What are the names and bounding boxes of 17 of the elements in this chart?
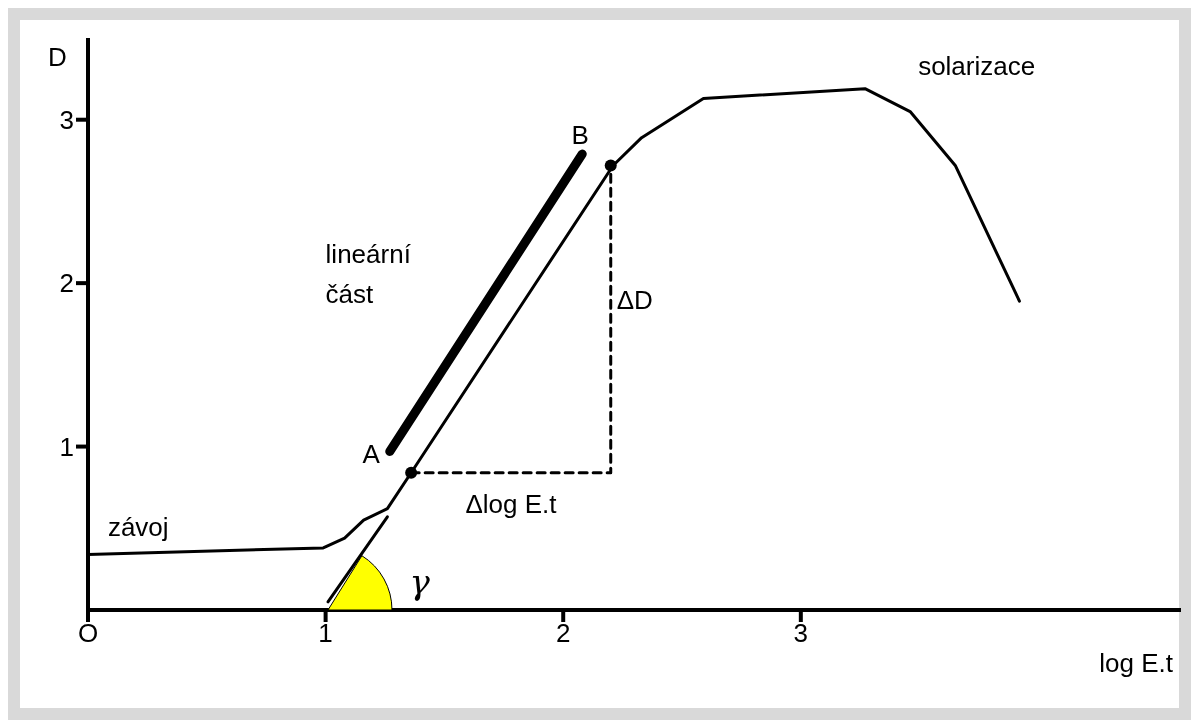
x-axis-title: log E.t (1099, 648, 1174, 678)
x-tick-label: 1 (318, 618, 333, 649)
annotation: solarizace (918, 50, 1036, 81)
x-tick-label: 3 (793, 618, 809, 649)
annotation: lineární část (325, 239, 412, 310)
annotation: závoj (107, 512, 169, 543)
annotation: Δlog E.t (465, 488, 558, 519)
x-tick-label: O (77, 618, 99, 649)
annotation: B (571, 120, 589, 151)
y-tick-label: 1 (59, 431, 74, 462)
annotation: A (362, 439, 381, 470)
y-tick-label: 2 (59, 268, 74, 299)
y-tick-label: 3 (59, 104, 74, 135)
annotation: ΔD (616, 285, 653, 316)
annotation: γ (409, 561, 431, 602)
y-axis-title: D (48, 42, 67, 73)
x-tick-label: 2 (555, 618, 571, 649)
